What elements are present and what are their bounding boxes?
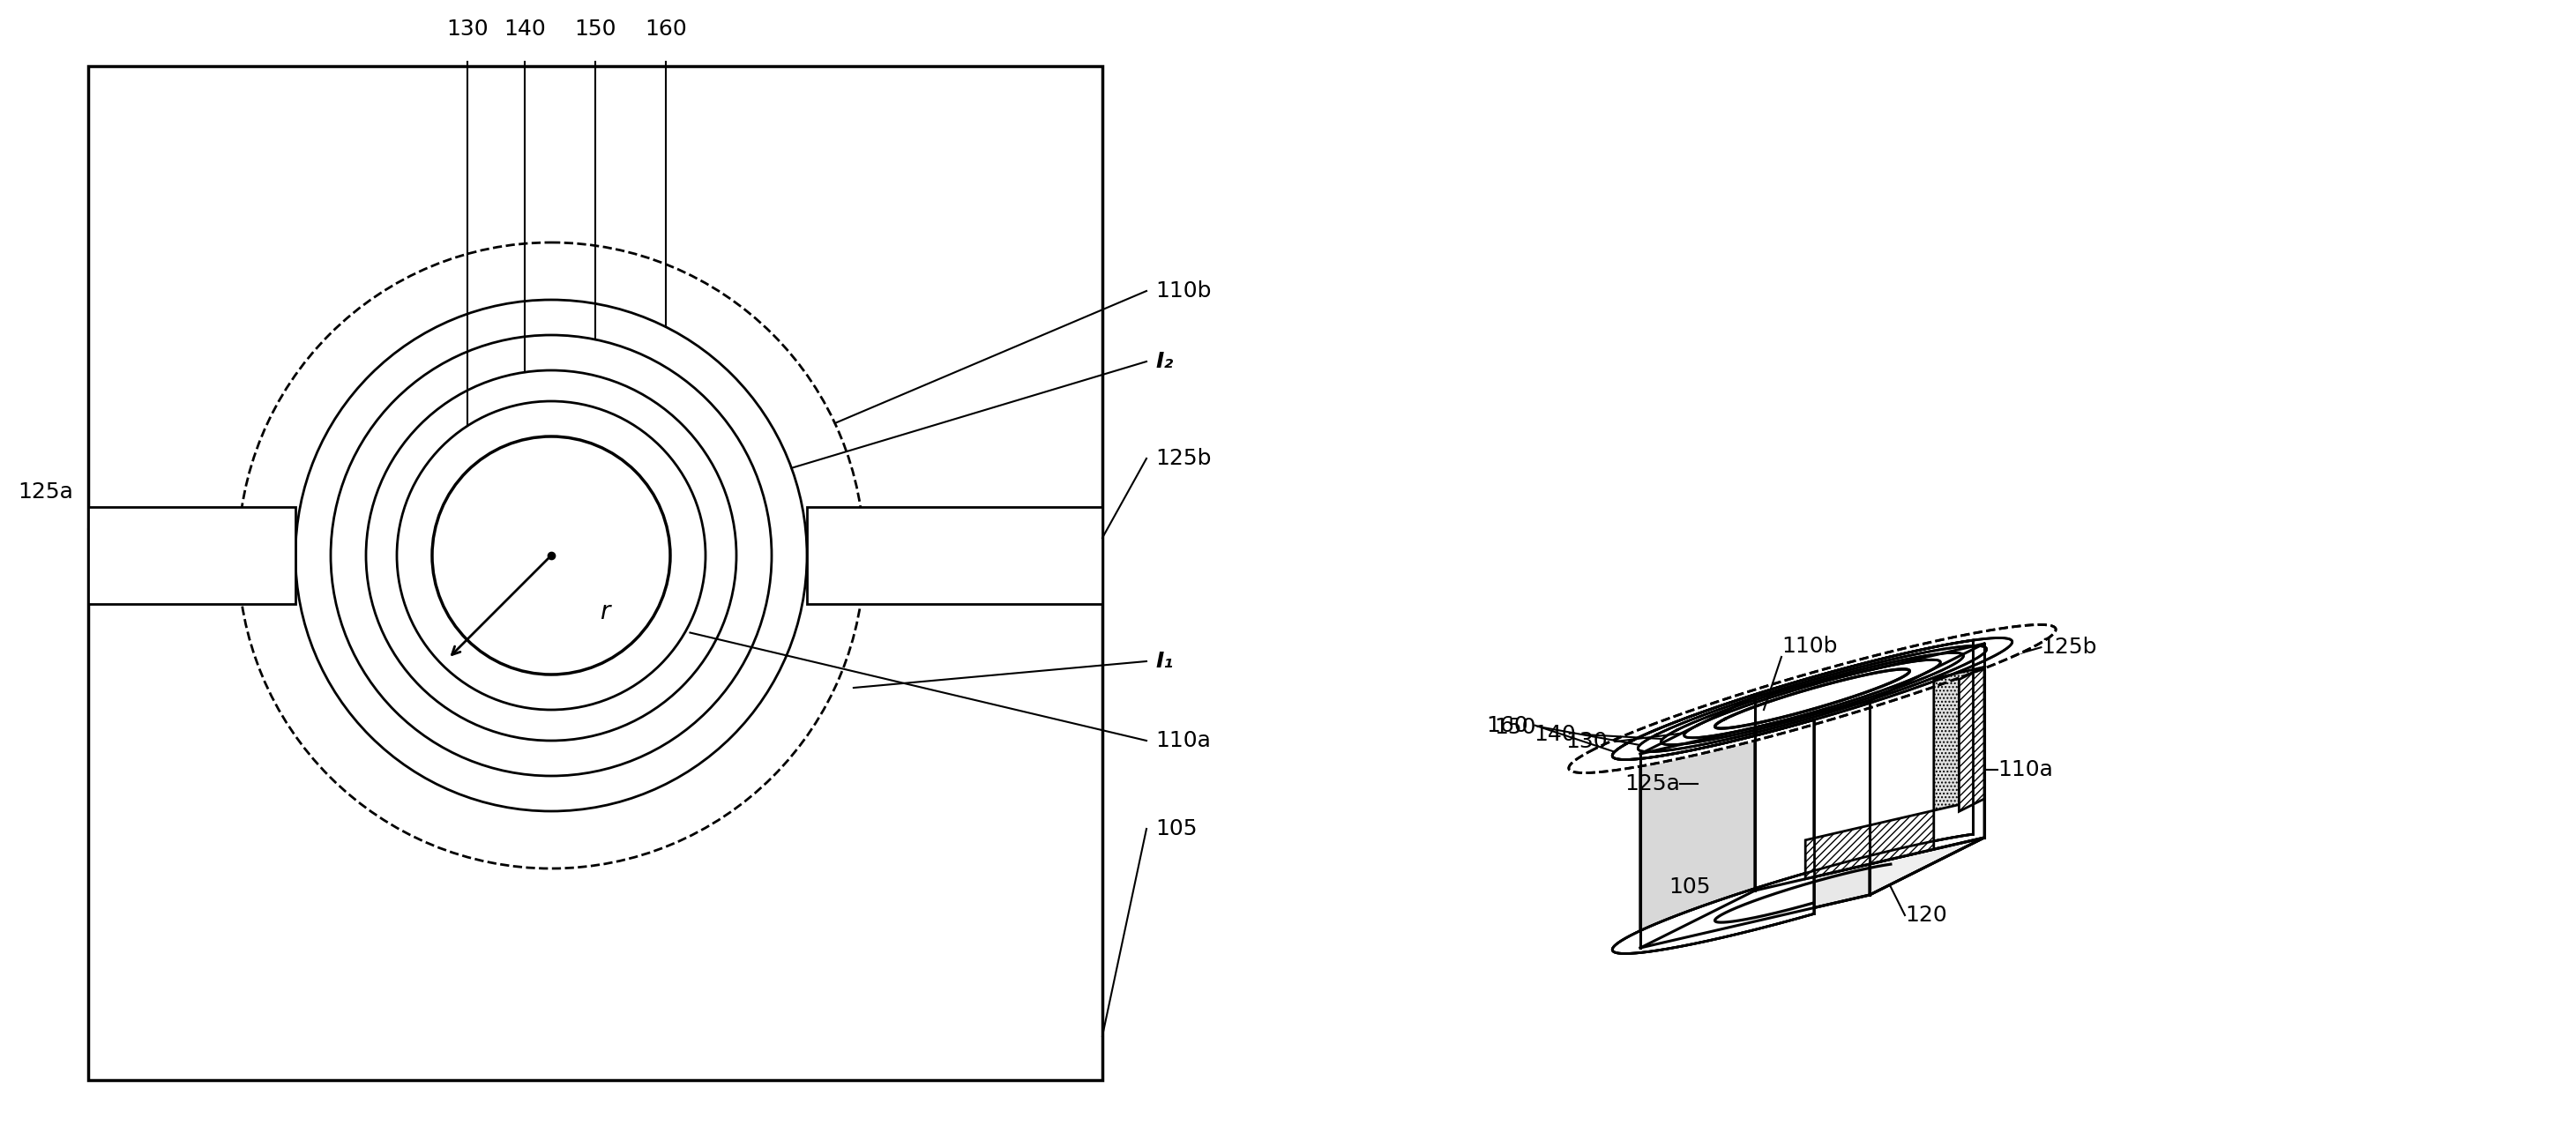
- Text: I₁: I₁: [1154, 651, 1172, 672]
- Polygon shape: [1641, 644, 1984, 754]
- Text: 110a: 110a: [1996, 759, 2053, 779]
- Text: 125a: 125a: [1625, 773, 1680, 794]
- Text: 160: 160: [644, 18, 688, 40]
- Polygon shape: [1569, 625, 2056, 773]
- Text: 110b: 110b: [1154, 280, 1211, 302]
- Text: 140: 140: [505, 18, 546, 40]
- Text: 110a: 110a: [1154, 730, 1211, 751]
- Text: 140: 140: [1535, 724, 1577, 745]
- Polygon shape: [1716, 669, 1909, 728]
- Text: 125b: 125b: [2040, 637, 2097, 658]
- Polygon shape: [1870, 644, 1984, 895]
- Polygon shape: [1613, 641, 1973, 954]
- Text: 110b: 110b: [1783, 636, 1837, 657]
- Text: 105: 105: [1669, 876, 1710, 898]
- Text: 130: 130: [446, 18, 489, 40]
- Polygon shape: [1641, 701, 1870, 948]
- Text: 150: 150: [1494, 716, 1535, 738]
- Text: 150: 150: [574, 18, 616, 40]
- Polygon shape: [1806, 810, 1935, 879]
- Text: 105: 105: [1154, 819, 1198, 839]
- Polygon shape: [1958, 667, 1984, 812]
- Text: I₂: I₂: [1154, 351, 1172, 372]
- Text: 160: 160: [1486, 715, 1528, 736]
- Bar: [88, 67, 1103, 1080]
- Text: 125a: 125a: [18, 481, 72, 503]
- Polygon shape: [1754, 644, 1984, 891]
- Text: r: r: [600, 599, 611, 625]
- Polygon shape: [1935, 667, 1984, 810]
- Bar: [806, 507, 1103, 604]
- Bar: [88, 507, 296, 604]
- Text: 130: 130: [1566, 731, 1607, 752]
- Text: 120: 120: [1904, 905, 1947, 925]
- Polygon shape: [1641, 697, 1754, 948]
- Text: 125b: 125b: [1154, 448, 1211, 470]
